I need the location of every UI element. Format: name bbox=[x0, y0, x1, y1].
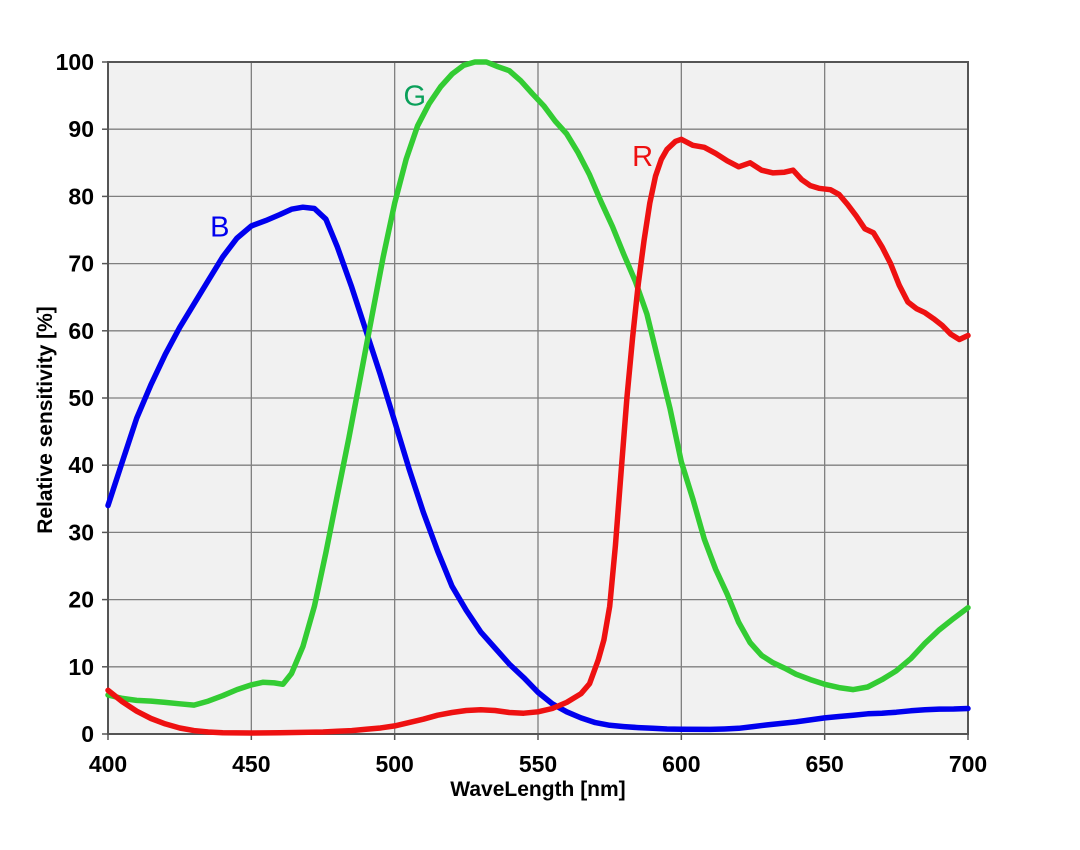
y-tick-label-100: 100 bbox=[56, 49, 94, 75]
y-tick-label-30: 30 bbox=[68, 519, 94, 545]
x-tick-label-650: 650 bbox=[805, 751, 843, 777]
tick-labels: 400 450 500 550 600 650 700 0 10 20 30 40 50 60 70 80 90… bbox=[56, 49, 988, 777]
series-curve-G bbox=[105, 59, 971, 708]
series-label-R: R bbox=[632, 141, 653, 173]
x-tick-label-550: 550 bbox=[519, 751, 557, 777]
x-tick-label-600: 600 bbox=[662, 751, 700, 777]
x-axis-title: WaveLength [nm] bbox=[450, 778, 625, 801]
x-tick-label-700: 700 bbox=[949, 751, 987, 777]
y-axis-title: Relative sensitivity [%] bbox=[34, 306, 57, 534]
series-labels: B G R bbox=[210, 81, 653, 244]
x-tick-label-450: 450 bbox=[232, 751, 270, 777]
x-tick-label-500: 500 bbox=[375, 751, 413, 777]
y-tick-label-40: 40 bbox=[68, 452, 94, 478]
y-tick-label-70: 70 bbox=[68, 251, 94, 277]
y-tick-label-50: 50 bbox=[68, 385, 94, 411]
x-tick-label-400: 400 bbox=[89, 751, 127, 777]
plot-border bbox=[107, 61, 969, 735]
y-tick-label-60: 60 bbox=[68, 318, 94, 344]
y-tick-label-80: 80 bbox=[68, 183, 94, 209]
y-tick-label-0: 0 bbox=[81, 721, 94, 747]
series-label-G: G bbox=[403, 81, 426, 113]
series-curve-B bbox=[105, 204, 971, 733]
y-tick-label-90: 90 bbox=[68, 116, 94, 142]
y-tick-label-20: 20 bbox=[68, 587, 94, 613]
series-curve-R bbox=[105, 136, 971, 736]
series-label-B: B bbox=[210, 212, 229, 244]
series-curves bbox=[105, 59, 971, 736]
y-tick-label-10: 10 bbox=[68, 654, 94, 680]
